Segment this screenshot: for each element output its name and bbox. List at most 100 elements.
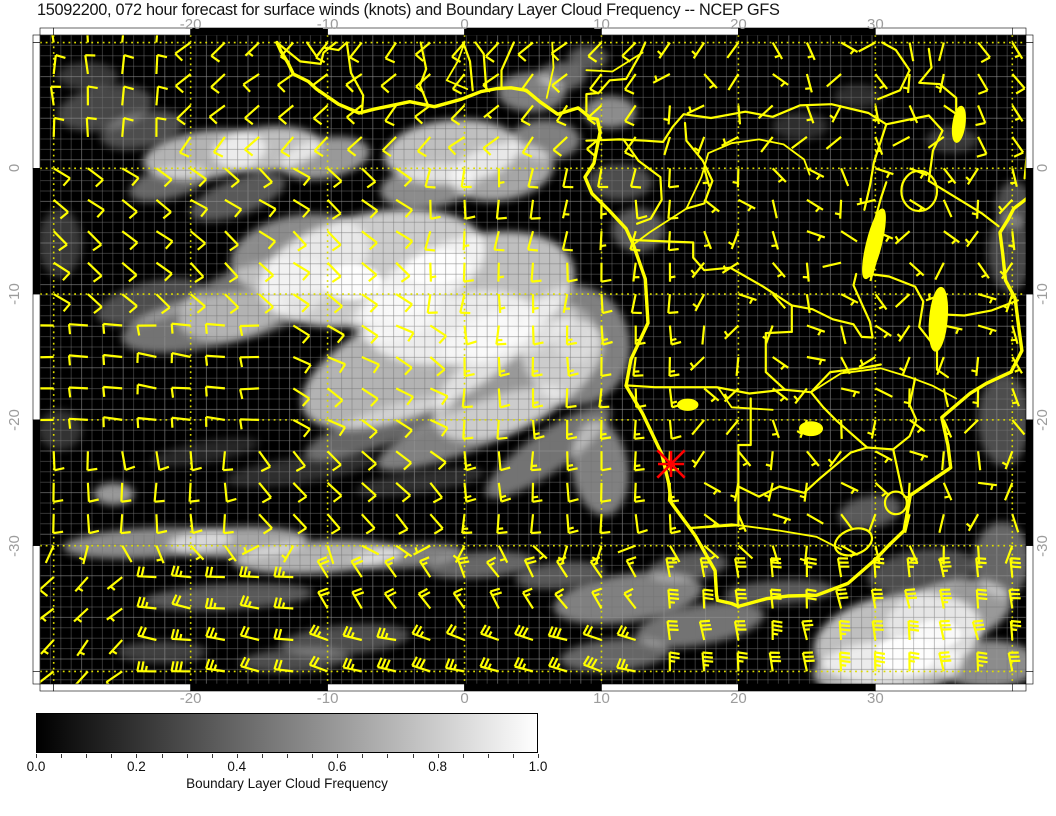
wind-barb — [998, 199, 1014, 215]
colorbar-tick-label: 0.2 — [127, 758, 146, 774]
wind-barb — [730, 482, 740, 502]
wind-barb — [1011, 513, 1020, 533]
river-line — [545, 41, 555, 99]
wind-barb — [532, 544, 548, 560]
wind-barb — [102, 353, 123, 366]
wind-barb — [840, 356, 851, 375]
wind-barb — [414, 104, 431, 125]
wind-barb — [829, 104, 843, 123]
wind-barb — [686, 104, 705, 115]
wind-barb — [825, 136, 842, 150]
wind-barb — [292, 482, 308, 503]
geo-layer — [275, 40, 1026, 609]
wind-barb — [155, 198, 172, 220]
cloud-blob — [462, 298, 578, 362]
wind-barb — [555, 104, 569, 127]
wind-barb — [395, 513, 409, 535]
wind-barb — [629, 230, 641, 252]
wind-barb — [668, 325, 682, 346]
wind-barb — [771, 230, 780, 250]
cloud-blob — [190, 172, 286, 222]
wind-barb — [600, 356, 612, 378]
lon-tick-label-top: 0 — [460, 15, 469, 33]
wind-barb — [663, 136, 671, 156]
wind-barb — [102, 385, 123, 398]
wind-barb — [908, 261, 925, 277]
wind-barb — [623, 587, 637, 610]
wind-barb — [204, 385, 226, 397]
wind-barb — [380, 73, 397, 94]
wind-barb — [805, 588, 817, 609]
wind-barb — [495, 199, 507, 220]
wind-barb — [395, 261, 411, 283]
wind-barb — [527, 168, 539, 189]
wind-barb — [463, 199, 476, 220]
wind-barb — [189, 230, 207, 251]
country-border-line — [630, 238, 793, 333]
wind-barb — [927, 136, 945, 149]
wind-barb — [600, 199, 608, 219]
wind-barb — [630, 293, 642, 315]
wind-barb — [736, 651, 748, 672]
wind-barb — [429, 513, 444, 535]
wind-barb — [155, 451, 170, 472]
wind-barb — [136, 416, 157, 429]
wind-barb — [561, 199, 570, 219]
wind-barb — [943, 324, 963, 335]
wind-barb — [450, 104, 466, 126]
wind-barb — [936, 356, 945, 376]
colorbar-minor-tick — [362, 754, 364, 758]
wind-barb — [273, 628, 294, 642]
wind-barb — [822, 261, 842, 268]
wind-barb — [313, 136, 329, 158]
wind-barb — [326, 230, 342, 252]
wind-barb — [102, 416, 123, 428]
wind-barb — [384, 104, 398, 127]
wind-barb — [189, 514, 203, 535]
colorbar-minor-tick — [337, 754, 339, 758]
country-border-line — [868, 272, 949, 379]
wind-barb — [634, 199, 648, 220]
map-frame-segment — [1012, 27, 1027, 36]
lat-tick-label-left: -10 — [5, 283, 23, 305]
wind-barb — [462, 231, 470, 251]
wind-barb — [623, 73, 637, 95]
wind-barb — [224, 293, 240, 315]
wind-barb — [463, 356, 475, 378]
cloud-blob — [376, 385, 564, 471]
wind-barb — [902, 73, 911, 93]
wind-barb — [395, 293, 413, 313]
wind-barb — [360, 513, 376, 535]
wind-barb — [566, 514, 579, 535]
wind-barb — [521, 73, 534, 95]
wind-barb — [702, 588, 714, 609]
wind-barb — [429, 262, 437, 282]
wind-barb — [224, 544, 237, 562]
wind-barb — [350, 556, 364, 578]
country-border-line — [683, 121, 714, 210]
wind-barb — [222, 451, 234, 472]
wind-barb — [806, 198, 824, 213]
wind-barb — [395, 167, 413, 188]
wind-barb-layer — [40, 35, 1026, 684]
wind-barb — [317, 587, 330, 610]
wind-barb — [281, 545, 295, 563]
wind-barb — [721, 261, 739, 274]
wind-barb — [224, 167, 240, 188]
colorbar-minor-tick — [412, 754, 414, 758]
lat-tick-label-right: -30 — [1033, 534, 1051, 557]
wind-barb — [326, 513, 341, 535]
wind-barb — [486, 556, 500, 578]
wind-barb — [395, 544, 413, 559]
wind-barb — [867, 419, 877, 439]
wind-barb — [733, 620, 747, 641]
cloud-blob — [355, 467, 485, 497]
wind-barb — [565, 388, 577, 409]
wind-barb — [189, 451, 202, 472]
wind-barb — [703, 198, 720, 214]
wind-barb — [326, 545, 335, 565]
lon-tick-label-bottom: 30 — [867, 689, 884, 707]
wind-barb — [361, 387, 379, 407]
colorbar-tick-label: 0.8 — [428, 758, 447, 774]
map-frame-segment — [327, 27, 465, 36]
